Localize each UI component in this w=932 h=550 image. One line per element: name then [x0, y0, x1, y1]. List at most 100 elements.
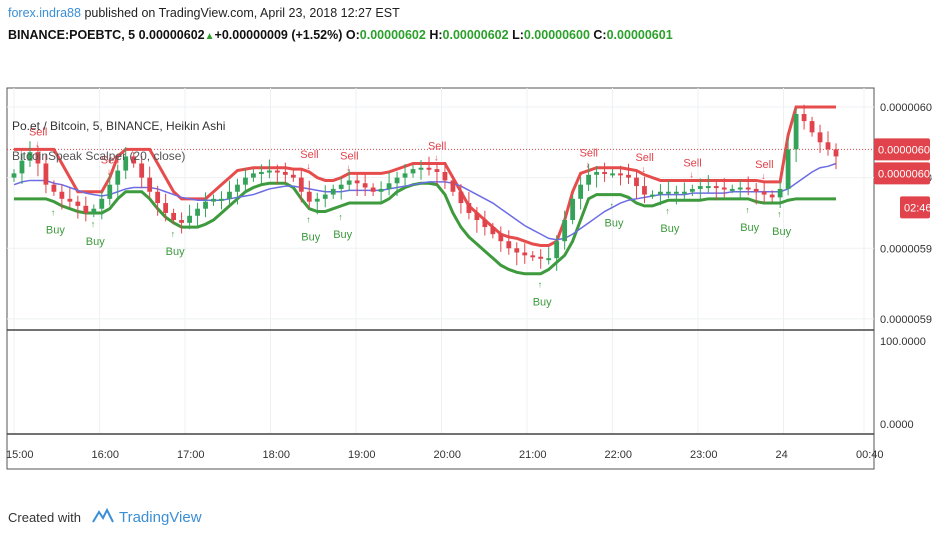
price-badge-2-bg: [874, 162, 930, 185]
candle-body: [681, 191, 687, 194]
candle-body: [251, 173, 256, 178]
sell-signal-label: Sell: [755, 159, 773, 171]
candle-body: [402, 173, 408, 178]
x-tick-label: 19:00: [348, 449, 376, 461]
low-label: L:: [512, 28, 524, 42]
candle-body: [769, 194, 775, 198]
candle-body: [362, 183, 368, 188]
candle-body: [83, 205, 89, 213]
last-price-badge-bg: [874, 138, 930, 161]
candle-body: [155, 191, 161, 204]
x-tick-label: 18:00: [263, 449, 291, 461]
candle-body: [115, 170, 121, 185]
candle-body: [602, 171, 607, 174]
candle-body: [43, 163, 49, 185]
close-value: 0.00000601: [606, 28, 673, 42]
candle-body: [729, 188, 735, 191]
candle-body: [67, 198, 73, 202]
buy-arrow-icon: ↑: [610, 201, 615, 211]
sell-signal-label: Sell: [29, 126, 47, 138]
candle-body: [163, 203, 169, 213]
candle-body: [211, 198, 216, 202]
tradingview-brand[interactable]: TradingView: [118, 508, 202, 526]
candle-body: [626, 174, 631, 178]
buy-signal-label: Buy: [772, 226, 791, 238]
candle-body: [442, 171, 448, 181]
candle-body: [418, 167, 424, 170]
sell-arrow-icon: ↓: [107, 167, 112, 177]
sell-arrow-icon: ↓: [35, 138, 40, 148]
buy-arrow-icon: ↑: [51, 208, 56, 218]
time-axis[interactable]: 15:00 16:00 17:00 18:00 19:00 20:00 21:00 22:00…: [6, 449, 884, 461]
candle-body: [514, 248, 520, 253]
candle-body: [745, 187, 751, 190]
sell-signal-label: Sell: [101, 155, 119, 167]
candle-body: [610, 173, 615, 176]
candle-body: [410, 169, 416, 174]
y-tick-label: 0.00000595: [880, 243, 932, 255]
buy-signal-label: Buy: [46, 225, 65, 237]
x-tick-label: 21:00: [519, 449, 547, 461]
last-price-badge: 0.00000602: [878, 144, 932, 156]
buy-arrow-icon: ↑: [745, 205, 750, 215]
x-tick-label: 20:00: [434, 449, 462, 461]
publish-info: forex.indra88 published on TradingView.c…: [8, 6, 400, 20]
sell-arrow-icon: ↓: [434, 152, 439, 162]
candle-body: [107, 184, 113, 199]
created-with-text: Created with: [8, 509, 81, 525]
x-tick-label: 24: [776, 449, 788, 461]
candle-body: [618, 173, 623, 176]
candle-body: [91, 208, 97, 213]
sell-arrow-icon: ↓: [306, 161, 311, 171]
upper-band-line: [14, 105, 836, 247]
candle-body: [187, 215, 192, 223]
candle-body: [498, 234, 504, 242]
candle-body: [227, 191, 232, 199]
sell-signal-label: Sell: [428, 140, 446, 152]
candle-body: [11, 173, 17, 178]
candle-body: [394, 177, 400, 184]
candle-body: [546, 258, 552, 261]
candle-body: [522, 252, 528, 256]
buy-arrow-icon: ↑: [91, 219, 96, 229]
candle-body: [35, 152, 41, 164]
buy-signal-label: Buy: [166, 246, 185, 258]
candle-body: [697, 186, 703, 189]
price-badge-2: 0.00000601: [878, 168, 932, 180]
footer: Created with TradingView: [8, 508, 202, 526]
candle-body: [594, 171, 599, 175]
low-value: 0.00000600: [523, 28, 590, 42]
candle-body: [833, 149, 839, 157]
sell-signal-label: Sell: [300, 149, 318, 161]
candle-body: [793, 114, 799, 150]
candle-body: [290, 174, 296, 178]
candle-body: [530, 255, 536, 258]
x-tick-label: 23:00: [690, 449, 718, 461]
sell-arrow-icon: ↓: [346, 162, 351, 172]
buy-signal-label: Buy: [533, 297, 552, 309]
candle-body: [370, 187, 376, 192]
buy-arrow-icon: ↑: [338, 212, 343, 222]
candle-body: [673, 191, 679, 194]
symbol-label: BINANCE:POEBTC, 5: [8, 28, 136, 42]
candle-body: [474, 212, 480, 221]
ohlc-row: BINANCE:POEBTC, 5 0.00000602▲+0.00000009…: [8, 28, 673, 42]
buy-signal-label: Buy: [605, 218, 624, 230]
candle-body: [386, 183, 392, 189]
price-chart[interactable]: Sell↓Sell↓Sell↓Sell↓Sell↓ Sell↓Sell↓ Sell↓…: [0, 0, 932, 500]
candle-body: [19, 160, 25, 174]
candle-body: [203, 201, 208, 209]
candle-body: [554, 241, 560, 259]
author-link[interactable]: forex.indra88: [8, 6, 81, 20]
candle-body: [219, 198, 224, 201]
candle-body: [578, 184, 584, 199]
x-tick-label: 00:40: [856, 449, 884, 461]
candle-body: [737, 187, 743, 190]
buy-arrow-icon: ↑: [777, 209, 782, 219]
candle-body: [147, 177, 153, 192]
buy-arrow-icon: ↑: [538, 280, 543, 290]
candle-body: [689, 188, 695, 192]
last-price: 0.00000602: [138, 28, 205, 42]
price-axis[interactable]: 0.000006050.000006000.000005950.00000590…: [874, 102, 932, 431]
sell-signal-label: Sell: [580, 148, 598, 160]
